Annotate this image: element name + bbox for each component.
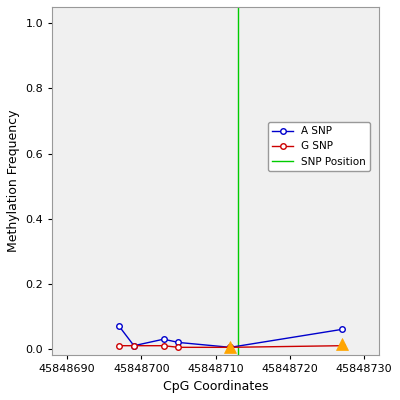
X-axis label: CpG Coordinates: CpG Coordinates: [163, 380, 268, 393]
Y-axis label: Methylation Frequency: Methylation Frequency: [7, 110, 20, 252]
Legend: A SNP, G SNP, SNP Position: A SNP, G SNP, SNP Position: [268, 122, 370, 171]
